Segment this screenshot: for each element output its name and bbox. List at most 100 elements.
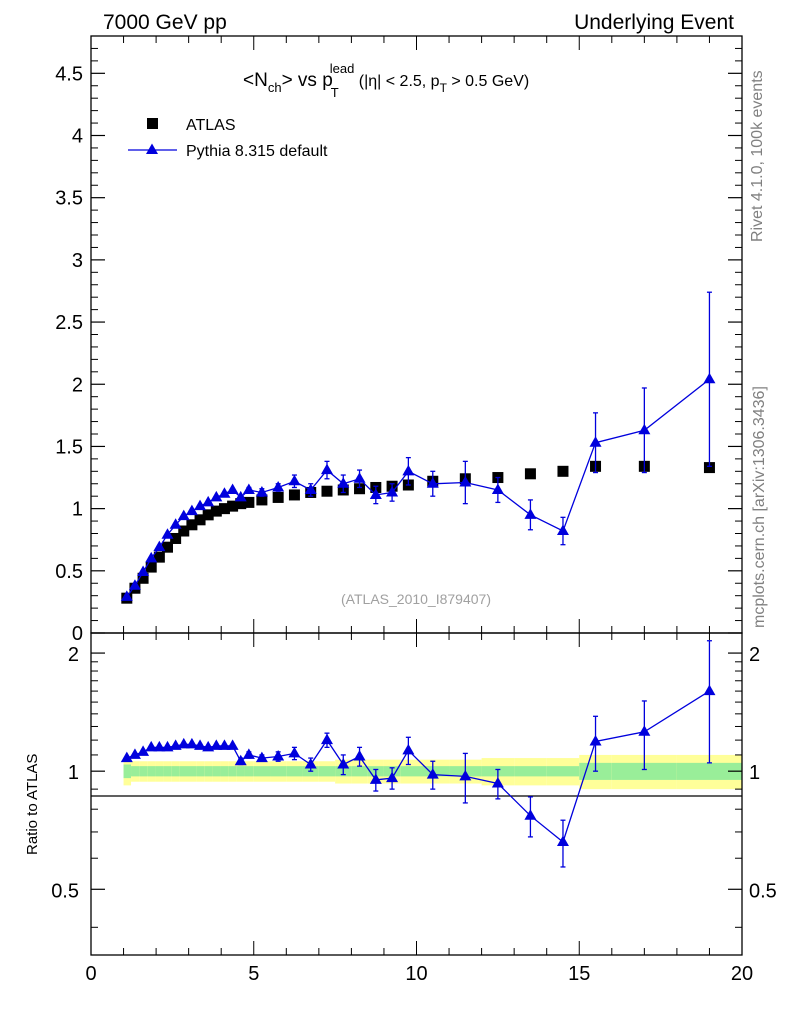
ratio-point [185,737,198,749]
pythia-point [153,540,166,552]
ratio-point [234,754,247,766]
pythia-point [304,483,317,494]
ratio-point [386,771,399,783]
ratio-xtick-label: 5 [248,963,259,985]
atlas-point [354,483,366,495]
ratio-point [703,684,716,696]
ratio-band-inner [286,766,303,777]
rivet-label: Rivet 4.1.0, 100k events [749,70,766,242]
atlas-point [145,561,157,573]
atlas-point [227,500,239,512]
ratio-band-inner [270,766,287,777]
ratio-xtick-label: 20 [731,963,753,985]
pythia-point [337,477,350,488]
atlas-point [272,491,284,503]
main-ytick-label: 0.5 [55,561,83,583]
ratio-point [556,835,569,846]
pythia-point [145,551,158,563]
pythia-point [320,463,333,475]
ratio-point [120,751,133,763]
atlas-point [170,532,182,544]
ratio-band-inner [546,766,580,777]
ratio-band-inner [196,766,205,777]
atlas-point [243,496,255,508]
ratio-ytick-label: 0.5 [51,880,79,902]
atlas-point [321,485,333,497]
atlas-point [194,514,206,526]
ratio-marks [120,640,716,868]
pythia-point [137,565,150,577]
atlas-point [137,572,149,584]
ratio-point [402,743,415,755]
ratio-point [524,809,537,820]
main-panel: 0 0.5 1 1.5 2 2.5 3 3.5 4 4.5 <Nch> vs p Tlead (|η… [55,35,743,645]
pythia-point [386,485,399,497]
atlas-point [256,494,268,506]
atlas-point [235,498,247,510]
pythia-point [202,495,215,507]
pythia-point [169,518,182,529]
ratio-xtick-label: 0 [85,963,96,985]
ratio-point [145,740,158,752]
main-ytick-label: 3 [72,250,83,272]
main-ytick-label: 1.5 [55,436,83,458]
ratio-point [304,757,317,769]
ratio-band-inner [147,766,156,777]
pythia-point [288,474,301,486]
atlas-point [153,551,165,563]
pythia-point [210,490,223,502]
ratio-band-inner [400,766,417,777]
ratio-ytick-label-right: 0.5 [749,880,777,902]
pythia-point [402,464,415,476]
pythia-point [491,483,504,494]
pythia-point [272,480,285,492]
ratio-y-axis: 0.5 0.5 1 1 2 2 [51,644,777,928]
ratio-point [210,739,223,750]
ratio-band-inner [244,766,254,777]
ratio-point [177,737,190,749]
ratio-xtick-label: 10 [405,963,427,985]
legend: ATLAS Pythia 8.315 default [128,117,328,160]
ratio-point [137,745,150,756]
pythia-point [128,579,141,590]
pythia-point [589,436,602,447]
main-ytick-label: 2 [72,374,83,396]
ratio-point [128,748,141,759]
ratio-band-inner [236,766,245,777]
legend-pythia-marker [146,143,158,154]
pythia-point [242,483,255,494]
main-ytick-label: 4 [72,126,83,148]
ratio-point [459,769,472,781]
pythia-point [459,476,472,487]
ratio-x-axis: 0 5 10 15 20 [85,633,753,985]
main-ytick-label: 1 [72,499,83,521]
atlas-point [186,519,198,531]
ratio-band-inner [351,766,368,777]
ratio-band-inner [131,766,140,777]
ratio-band-inner [155,766,164,777]
ratio-ytick-label-right: 1 [749,762,760,784]
ratio-band-inner [611,762,677,780]
ratio-point [638,725,651,736]
ratio-ylabel: Ratio to ATLAS [24,754,41,855]
ratio-point [218,739,231,750]
atlas-point [178,525,190,537]
pythia-point [524,508,537,519]
main-ytick-label: 3.5 [55,188,83,210]
watermark: (ATLAS_2010_I879407) [341,591,491,607]
pythia-point [426,477,439,488]
ratio-point [226,739,239,750]
ratio-point [353,749,366,761]
ratio-point [491,777,504,788]
ratio-point [426,768,439,779]
pythia-point [369,488,382,499]
pythia-point [234,490,247,502]
ratio-band-inner [187,766,197,777]
header-left: 7000 GeV pp [103,11,227,34]
legend-atlas-marker [147,118,158,129]
ratio-point [153,740,166,752]
main-ytick-label: 2.5 [55,312,83,334]
atlas-point [557,465,569,477]
ratio-band-inner [212,766,221,777]
atlas-point [210,505,222,517]
